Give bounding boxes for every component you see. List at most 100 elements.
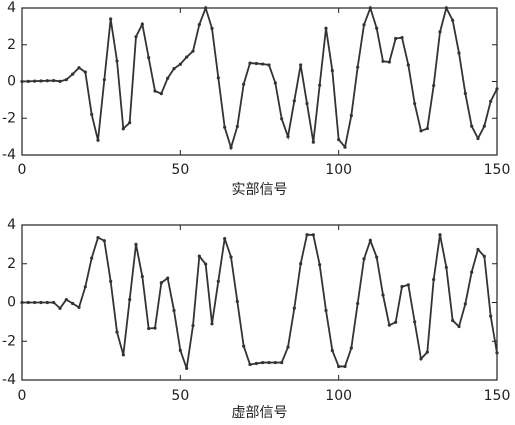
data-point bbox=[26, 300, 30, 305]
data-point bbox=[121, 353, 125, 357]
data-point bbox=[204, 6, 208, 10]
data-point bbox=[210, 26, 214, 30]
data-point bbox=[299, 262, 303, 266]
data-point bbox=[457, 51, 461, 55]
data-point bbox=[121, 127, 125, 131]
data-point bbox=[223, 125, 227, 129]
data-point bbox=[191, 323, 195, 328]
data-point bbox=[387, 323, 391, 327]
data-point bbox=[58, 79, 62, 83]
signal-line bbox=[22, 233, 498, 369]
data-point bbox=[52, 78, 56, 83]
data-point bbox=[191, 49, 195, 53]
data-point bbox=[153, 89, 157, 93]
x-tick-label: 150 bbox=[484, 388, 511, 404]
data-point bbox=[400, 35, 404, 40]
x-tick-label: 50 bbox=[171, 162, 189, 178]
data-point bbox=[451, 18, 455, 22]
data-point bbox=[39, 300, 43, 305]
data-point bbox=[280, 360, 284, 365]
x-axis-label: 实部信号 bbox=[232, 182, 288, 198]
data-point bbox=[318, 263, 322, 267]
data-point bbox=[324, 26, 328, 30]
data-point bbox=[267, 63, 271, 67]
data-point bbox=[413, 101, 417, 106]
data-point bbox=[147, 56, 151, 60]
data-point bbox=[248, 61, 252, 65]
data-point bbox=[178, 348, 182, 352]
y-tick-label: 0 bbox=[7, 74, 16, 90]
data-point bbox=[444, 6, 448, 10]
data-point bbox=[197, 22, 201, 27]
data-point bbox=[273, 360, 277, 365]
data-point bbox=[368, 238, 372, 243]
x-tick-label: 0 bbox=[18, 388, 27, 404]
data-point bbox=[444, 265, 448, 270]
data-point bbox=[204, 262, 208, 266]
data-point bbox=[128, 297, 132, 302]
data-point bbox=[292, 99, 296, 103]
data-point bbox=[147, 326, 151, 331]
y-tick-label: -2 bbox=[2, 333, 16, 349]
data-point bbox=[280, 117, 284, 121]
data-point bbox=[482, 124, 486, 128]
x-tick-label: 50 bbox=[171, 388, 189, 404]
data-point bbox=[400, 285, 404, 289]
data-point bbox=[318, 83, 322, 87]
x-tick-label: 150 bbox=[484, 162, 511, 178]
data-point bbox=[495, 351, 499, 355]
data-point bbox=[229, 255, 233, 259]
data-point bbox=[197, 254, 201, 258]
data-point bbox=[305, 101, 309, 106]
data-point bbox=[64, 297, 68, 302]
data-point bbox=[482, 254, 486, 258]
data-point bbox=[83, 285, 87, 289]
x-axis-label: 虚部信号 bbox=[232, 405, 288, 421]
data-point bbox=[406, 63, 410, 67]
data-point bbox=[254, 361, 258, 366]
data-point bbox=[134, 242, 138, 246]
data-point bbox=[343, 145, 347, 149]
data-point bbox=[368, 6, 372, 10]
plot-frame bbox=[21, 7, 498, 156]
data-point bbox=[476, 136, 480, 141]
data-point bbox=[356, 301, 360, 306]
data-point bbox=[235, 299, 239, 304]
data-point bbox=[159, 281, 163, 285]
data-point bbox=[438, 30, 442, 34]
data-point bbox=[267, 360, 271, 365]
data-point bbox=[362, 257, 366, 261]
data-point bbox=[356, 65, 360, 69]
data-point bbox=[102, 78, 106, 82]
data-point bbox=[425, 350, 429, 354]
data-point bbox=[375, 26, 379, 30]
data-point bbox=[39, 79, 43, 83]
data-point bbox=[242, 82, 246, 86]
data-point bbox=[489, 99, 493, 103]
data-point bbox=[128, 121, 132, 125]
data-point bbox=[394, 320, 398, 324]
data-point bbox=[185, 55, 189, 59]
signal-line bbox=[21, 5, 498, 151]
data-point bbox=[185, 366, 189, 370]
data-point bbox=[166, 76, 170, 80]
data-point bbox=[242, 344, 246, 348]
data-point bbox=[457, 324, 461, 329]
x-tick-label: 100 bbox=[325, 388, 352, 404]
data-point bbox=[90, 112, 94, 116]
data-point bbox=[71, 72, 75, 76]
data-point bbox=[273, 81, 277, 85]
data-point bbox=[26, 79, 30, 83]
data-point bbox=[33, 79, 37, 83]
y-tick-label: -4 bbox=[2, 372, 16, 388]
data-point bbox=[109, 17, 113, 21]
data-point bbox=[489, 314, 493, 318]
data-point bbox=[495, 87, 499, 91]
y-tick-label: 4 bbox=[7, 217, 16, 233]
data-point bbox=[432, 277, 436, 282]
data-point bbox=[77, 305, 81, 309]
data-point bbox=[330, 69, 334, 73]
data-point bbox=[349, 346, 353, 350]
data-point bbox=[153, 326, 157, 330]
